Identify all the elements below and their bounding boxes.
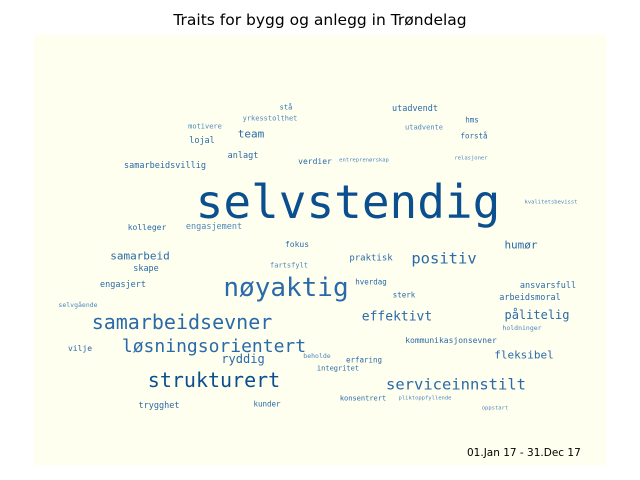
word-humor: humør [504, 238, 538, 252]
word-team: team [237, 127, 265, 141]
word-positiv: positiv [411, 249, 477, 268]
word-selvgaende: selvgående [58, 300, 98, 309]
word-forsta: forstå [460, 131, 488, 141]
word-noyaktig: nøyaktig [223, 273, 349, 303]
word-sta: stå [279, 103, 293, 112]
word-ansvarsfull: ansvarsfull [519, 280, 577, 291]
word-pliktoppfyllende: pliktoppfyllende [398, 395, 452, 402]
word-kommunikasjonsevner: kommunikasjonsevner [405, 336, 497, 345]
word-oppstart: oppstart [481, 405, 509, 412]
word-kunder: kunder [253, 399, 281, 409]
word-motivere: motivere [188, 122, 222, 131]
word-kvalitetsbevisst: kvalitetsbevisst [524, 199, 578, 206]
word-fleksibel: fleksibel [494, 348, 554, 362]
word-entreprenorskap: entreprenørskap [339, 157, 389, 164]
word-engasjement: engasjement [185, 221, 243, 232]
word-effektivt: effektivt [361, 309, 433, 325]
word-yrkesstolthet: yrkesstolthet [242, 114, 298, 123]
word-utadvente: utadvente [405, 123, 443, 132]
word-palitelig: pålitelig [504, 308, 570, 322]
word-anlagt: anlagt [227, 150, 259, 161]
word-relasjoner: relasjoner [454, 155, 488, 162]
word-fokus: fokus [284, 240, 310, 249]
word-praktisk: praktisk [349, 253, 393, 264]
word-lojal: lojal [189, 135, 215, 146]
word-fartsfylt: fartsfylt [270, 261, 308, 270]
word-strukturert: strukturert [147, 368, 281, 392]
word-verdier: verdier [298, 157, 332, 166]
word-utadvendt: utadvendt [391, 103, 439, 114]
word-beholde: beholde [303, 351, 331, 360]
word-serviceinnstilt: serviceinnstilt [386, 375, 526, 394]
word-engasjert: engasjert [99, 279, 147, 290]
word-ryddig: ryddig [221, 352, 265, 366]
word-arbeidsmoral: arbeidsmoral [499, 292, 561, 303]
word-integritet: integritet [316, 364, 360, 373]
word-hverdag: hverdag [355, 277, 387, 287]
word-holdninger: holdninger [502, 323, 542, 332]
word-sterk: sterk [392, 290, 416, 300]
word-samarbeidsvillig: samarbeidsvillig [124, 160, 206, 171]
word-samarbeid: samarbeid [110, 249, 170, 263]
word-selvstendig: selvstendig [195, 175, 501, 229]
chart-title: Traits for bygg og anlegg in Trøndelag [173, 11, 467, 29]
word-skape: skape [133, 263, 159, 274]
word-losningsorientert: løsningsorientert [121, 336, 307, 357]
word-erfaring: erfaring [345, 355, 383, 365]
word-cloud-panel: stå yrkesstolthet utadvendt motivere hms… [34, 35, 606, 465]
word-vilje: vilje [67, 344, 93, 353]
word-samarbeidsevner: samarbeidsevner [91, 310, 273, 334]
word-konsentrert: konsentrert [339, 394, 387, 403]
date-range: 01.Jan 17 - 31.Dec 17 [467, 447, 581, 459]
word-trygghet: trygghet [138, 400, 180, 411]
word-kolleger: kolleger [127, 223, 167, 232]
word-hms: hms [465, 115, 479, 125]
